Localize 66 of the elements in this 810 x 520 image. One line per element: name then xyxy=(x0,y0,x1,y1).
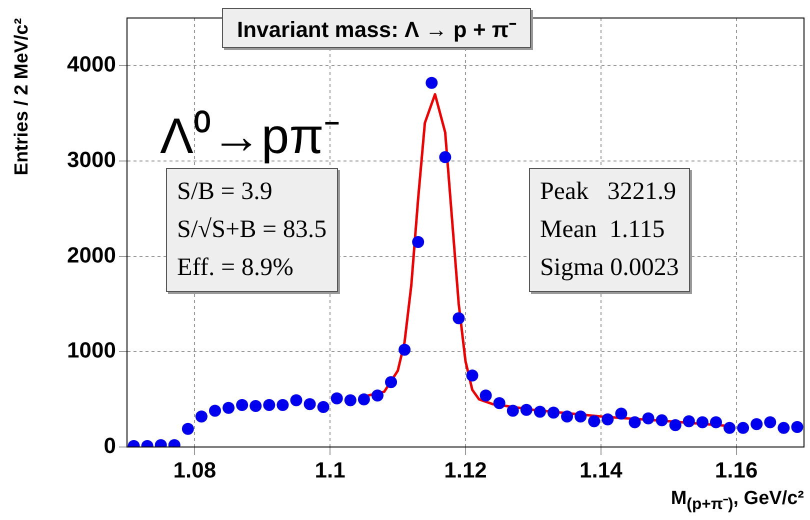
y-tick-label: 1000 xyxy=(67,338,116,363)
point xyxy=(642,412,654,424)
y-axis-title: Entries / 2 MeV/c² xyxy=(12,18,33,176)
point xyxy=(682,415,695,428)
point xyxy=(439,151,452,164)
point xyxy=(452,312,465,324)
point xyxy=(520,404,532,416)
point xyxy=(656,414,668,426)
point xyxy=(426,76,438,89)
point xyxy=(750,418,763,430)
point xyxy=(263,399,276,412)
y-tick-label: 2000 xyxy=(67,242,116,268)
y-tick-label: 4000 xyxy=(67,52,116,77)
x-axis-title: M$_{(p+π⁻)}$, GeV/c² xyxy=(670,488,804,514)
point xyxy=(724,422,736,434)
x-tick-label: 1.1 xyxy=(314,457,346,482)
point xyxy=(602,413,614,426)
point xyxy=(574,410,587,422)
point xyxy=(290,394,302,406)
point xyxy=(480,390,492,402)
point xyxy=(493,397,506,410)
annotation: Peak 3221.9 xyxy=(540,177,678,207)
point xyxy=(737,422,750,434)
y-tick-label: 3000 xyxy=(67,147,116,172)
point xyxy=(317,400,330,413)
point xyxy=(209,404,222,417)
point xyxy=(412,236,424,248)
point xyxy=(344,394,356,406)
point xyxy=(222,402,235,414)
point xyxy=(669,419,682,432)
x-tick-label: 1.16 xyxy=(714,457,758,482)
annotation: Sigma 0.0023 xyxy=(540,253,679,283)
point xyxy=(371,390,384,402)
point xyxy=(764,416,776,428)
point xyxy=(548,406,560,419)
point xyxy=(506,404,519,417)
point xyxy=(358,393,370,406)
annotation: S/√S+B = 83.5 xyxy=(177,215,327,245)
point xyxy=(791,420,804,433)
point xyxy=(195,410,208,422)
point xyxy=(466,370,478,382)
chart-title: Invariant mass: Λ → p + π⁻ xyxy=(222,8,531,48)
y-tick-label: 0 xyxy=(104,433,116,458)
point xyxy=(588,415,600,428)
annotation: Λ⁰→pπ⁻ xyxy=(160,107,341,166)
point xyxy=(236,399,248,412)
point xyxy=(398,344,411,356)
point xyxy=(710,416,722,428)
point xyxy=(182,422,194,435)
x-tick-label: 1.14 xyxy=(579,457,624,482)
point xyxy=(385,376,398,388)
annotation: Eff. = 8.9% xyxy=(177,253,294,283)
annotation: S/B = 3.9 xyxy=(177,177,274,207)
point xyxy=(615,408,628,420)
point xyxy=(696,416,708,428)
point xyxy=(561,410,574,422)
point xyxy=(276,399,289,412)
point xyxy=(628,416,641,428)
point xyxy=(778,422,790,434)
point xyxy=(330,392,343,404)
point xyxy=(534,406,546,418)
annotation: Mean 1.115 xyxy=(540,215,666,245)
x-tick-label: 1.08 xyxy=(173,457,216,482)
x-tick-label: 1.12 xyxy=(444,457,487,482)
point xyxy=(250,400,262,412)
point xyxy=(304,398,316,410)
